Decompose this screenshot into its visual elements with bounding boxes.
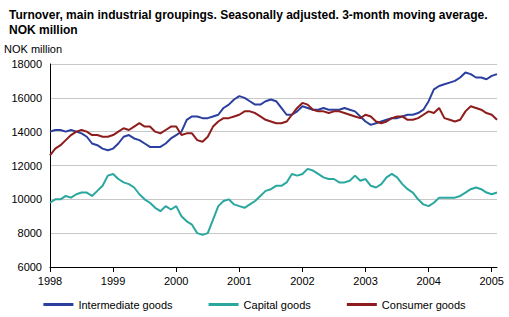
svg-text:6000: 6000 [18,261,42,273]
svg-text:8000: 8000 [18,227,42,239]
svg-text:Turnover, main industrial grou: Turnover, main industrial groupings. Sea… [9,8,491,22]
svg-text:Capital goods: Capital goods [244,299,312,311]
svg-text:2003: 2003 [353,275,377,287]
svg-text:10000: 10000 [11,193,42,205]
svg-text:2004: 2004 [416,275,440,287]
svg-text:1998: 1998 [38,275,62,287]
svg-text:2005: 2005 [479,275,503,287]
svg-text:2000: 2000 [164,275,188,287]
svg-text:14000: 14000 [11,126,42,138]
svg-text:NOK million: NOK million [4,43,62,55]
svg-text:Intermediate goods: Intermediate goods [78,299,173,311]
svg-text:2001: 2001 [227,275,251,287]
svg-text:Consumer goods: Consumer goods [382,299,466,311]
svg-text:NOK million: NOK million [9,23,78,37]
svg-text:12000: 12000 [11,160,42,172]
svg-text:2002: 2002 [290,275,314,287]
svg-text:16000: 16000 [11,92,42,104]
svg-text:18000: 18000 [11,58,42,70]
svg-text:1999: 1999 [101,275,125,287]
